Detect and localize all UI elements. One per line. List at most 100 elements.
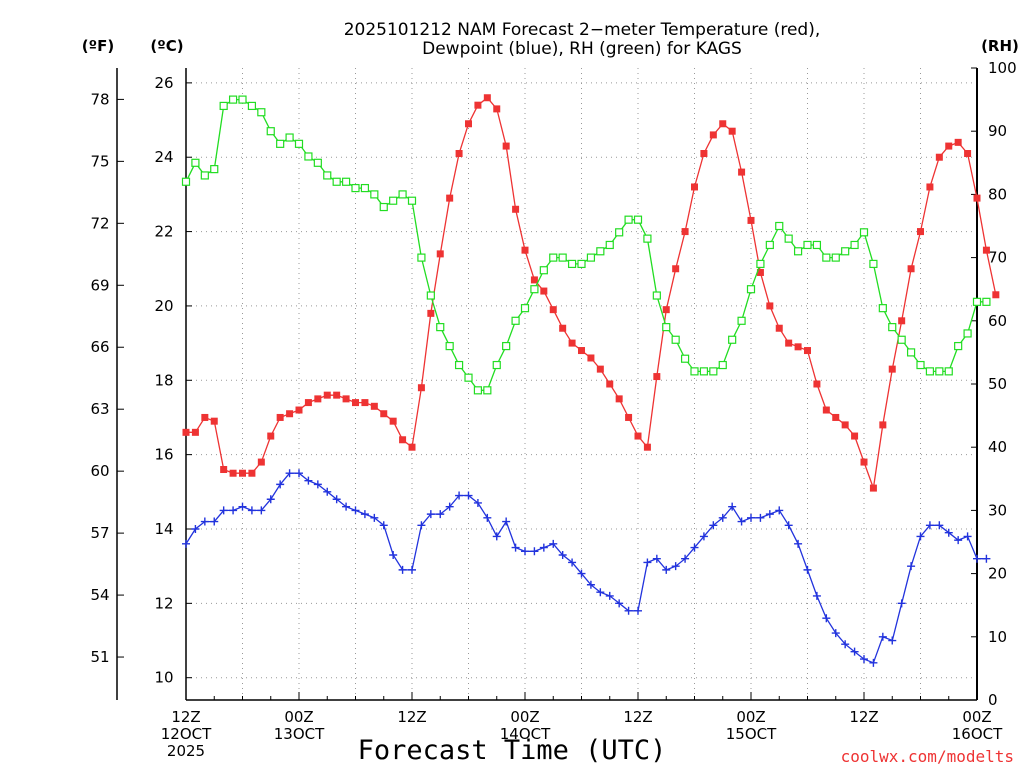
rh-point — [577, 259, 586, 269]
temperature-point — [220, 466, 228, 474]
temperature-point — [907, 265, 915, 273]
temperature-point — [578, 347, 585, 355]
temperature-point — [304, 399, 312, 407]
dewpoint-point — [878, 632, 887, 641]
dewpoint-point — [464, 491, 473, 500]
dewpoint-point — [841, 640, 850, 649]
rh-point — [483, 386, 492, 395]
dewpoint-point — [671, 562, 680, 571]
temperature-point — [352, 399, 359, 407]
rh-point — [963, 329, 972, 338]
rh-point — [294, 139, 304, 148]
dewpoint-point — [182, 539, 190, 548]
temperature-point — [653, 373, 661, 381]
temperature-point — [926, 183, 934, 191]
rh-point — [285, 133, 294, 142]
temperature-point — [973, 194, 981, 202]
rh-point — [454, 360, 464, 370]
dewpoint-point — [907, 562, 916, 571]
dewpoint-point — [775, 506, 784, 515]
rh-point — [916, 360, 925, 370]
temperature-point — [898, 317, 906, 325]
time-tick-label: 2025 — [167, 742, 205, 760]
dewpoint-point — [690, 543, 699, 552]
rh-point — [944, 367, 953, 376]
rh-point — [643, 234, 652, 243]
dewpoint-point — [417, 521, 426, 530]
rh-point — [276, 139, 285, 148]
rh-point — [972, 297, 982, 306]
dewpoint-point — [332, 495, 341, 504]
rh-tick-label: 30 — [988, 501, 1007, 519]
rh-point — [784, 234, 793, 243]
series-temperature — [182, 94, 1000, 492]
dewpoint-point — [973, 554, 981, 563]
rh-point — [332, 177, 341, 186]
dewpoint-point — [850, 647, 859, 656]
rh-tick-label: 80 — [988, 185, 1007, 203]
rh-point — [803, 240, 812, 250]
temperature-point — [380, 410, 388, 418]
dewpoint-point — [389, 551, 398, 560]
temperature-point — [239, 469, 246, 477]
rh-point — [464, 373, 473, 382]
rh-point — [492, 360, 501, 370]
temperature-point — [992, 291, 1000, 299]
fahrenheit-tick-label: 63 — [90, 400, 109, 418]
celsius-tick-label: 14 — [154, 520, 173, 538]
dewpoint-point — [558, 551, 567, 560]
rh-point — [633, 215, 643, 224]
celsius-tick-label: 22 — [154, 223, 173, 241]
rh-point — [539, 266, 548, 275]
rh-point — [652, 291, 661, 300]
fahrenheit-axis: 51 54 57 60 63 66 69 72 75 78 — [90, 90, 124, 666]
time-tick-label: 00Z — [510, 708, 539, 726]
temperature-point — [446, 194, 454, 202]
fahrenheit-tick-label: 54 — [90, 586, 109, 604]
dewpoint-point — [276, 480, 285, 489]
rh-unit-label: (RH) — [981, 37, 1019, 55]
rh-tick-label: 20 — [988, 565, 1007, 583]
rh-point — [238, 95, 247, 104]
dewpoint-point — [436, 510, 445, 519]
gridlines — [186, 68, 977, 700]
temperature-point — [756, 268, 764, 276]
celsius-tick-label: 26 — [154, 74, 173, 92]
rh-point — [690, 367, 699, 376]
time-tick-label: 13OCT — [274, 725, 325, 743]
temperature-point — [596, 365, 604, 373]
x-axis-label: Forecast Time (UTC) — [358, 735, 667, 766]
temperature-point — [860, 458, 868, 466]
dewpoint-point — [511, 543, 520, 552]
rh-point — [982, 297, 991, 306]
celsius-tick-label: 18 — [154, 371, 173, 389]
temperature-point — [709, 131, 717, 139]
dewpoint-point — [652, 554, 661, 563]
dewpoint-point — [756, 513, 765, 522]
dewpoint-point — [982, 554, 991, 563]
dewpoint-point — [794, 539, 803, 548]
dewpoint-point — [568, 558, 577, 567]
rh-point — [793, 247, 803, 256]
rh-point — [247, 101, 257, 111]
temperature-point — [417, 384, 425, 392]
dewpoint-point — [605, 591, 614, 600]
temperature-point — [502, 142, 510, 150]
celsius-unit-label: (ºC) — [150, 37, 183, 55]
temperature-point — [794, 343, 802, 351]
rh-line — [185, 98, 987, 391]
dewpoint-point — [728, 502, 737, 511]
rh-point — [728, 335, 737, 344]
temperature-point — [869, 484, 877, 492]
temperature-point — [888, 365, 896, 373]
rh-point — [351, 183, 360, 193]
axes — [116, 68, 978, 701]
temperature-point — [606, 380, 614, 388]
dewpoint-point — [370, 513, 379, 522]
dewpoint-point — [869, 658, 878, 667]
dewpoint-point — [426, 510, 435, 519]
temperature-point — [634, 432, 642, 440]
chart-title-line-1: 2025101212 NAM Forecast 2−meter Temperat… — [344, 20, 821, 40]
dewpoint-point — [304, 476, 313, 485]
rh-point — [850, 240, 859, 250]
